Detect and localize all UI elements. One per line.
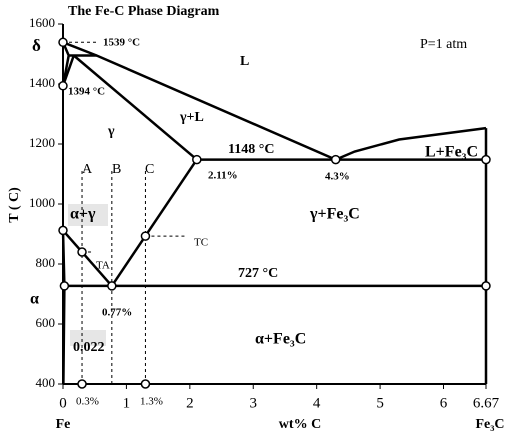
x-tick-label: 3 [250, 395, 258, 411]
annotation: 1148 °C [228, 142, 274, 157]
annotation: A [82, 162, 93, 177]
y-tick-label: 1600 [29, 15, 55, 30]
y-tick-label: 1000 [29, 195, 55, 210]
region-label: γ+L [179, 110, 204, 125]
left-component: Fe [56, 417, 71, 432]
region-label: L [240, 54, 249, 69]
label-bg [70, 330, 106, 346]
y-tick-label: 1400 [29, 75, 55, 90]
x-tick-label: 1 [123, 395, 131, 411]
annotation: C [145, 162, 154, 177]
region-label: α+Fe₃C [255, 331, 306, 348]
key-point [77, 379, 87, 389]
y-tick-label: 1200 [29, 135, 55, 150]
chart-title: The Fe-C Phase Diagram [68, 4, 220, 19]
annotation: 1539 °C [103, 37, 140, 49]
annotation: TA [96, 260, 110, 272]
annotation: 0.77% [102, 307, 132, 319]
phase-boundary [72, 54, 198, 161]
annotation: 0.022 [73, 340, 105, 355]
x-tick-label: 5 [376, 395, 384, 411]
key-point [58, 225, 68, 236]
region-label: α+γ [70, 206, 96, 223]
y-tick-label: 600 [36, 315, 56, 330]
region-label: α [30, 291, 39, 308]
phase-boundary [62, 229, 113, 287]
annotation: 4.3% [325, 171, 350, 183]
region-label: δ [32, 36, 41, 55]
x-tick-label: 6 [440, 395, 448, 411]
region-label: γ+Fe₃C [309, 206, 360, 223]
annotation: TC [194, 237, 208, 249]
key-point [140, 231, 151, 241]
key-point [192, 154, 202, 165]
y-axis-label: T ( C) [7, 187, 22, 223]
key-point [59, 281, 70, 291]
key-point [481, 281, 491, 291]
x-tick-label: 2 [186, 395, 194, 411]
annotation: 2.11% [208, 170, 238, 182]
label-bg [68, 204, 108, 226]
key-point [481, 154, 491, 165]
phase-boundary [62, 41, 487, 161]
phase-boundary [61, 55, 75, 87]
x-axis-label: wt% C [279, 417, 321, 432]
key-point [140, 379, 151, 389]
key-point [58, 81, 68, 91]
condition: P=1 atm [420, 37, 467, 52]
phase-boundary [61, 230, 66, 385]
key-point [58, 37, 68, 48]
key-point [107, 281, 117, 291]
phase-boundary [61, 41, 71, 87]
right-component: Fe₃C [475, 417, 504, 432]
x-tick-label: 4 [313, 395, 321, 411]
y-tick-label: 800 [36, 255, 56, 270]
phase-boundary [110, 158, 198, 287]
key-point [330, 154, 341, 165]
region-label: γ [107, 124, 115, 139]
annotation: 1.3% [140, 396, 163, 408]
x-tick-label: 6.67 [473, 395, 500, 411]
annotation: 727 °C [238, 266, 278, 281]
annotation: B [112, 162, 121, 177]
x-tick-label: 0 [59, 395, 67, 411]
y-tick-label: 400 [36, 375, 56, 390]
region-label: L+Fe₃C [425, 144, 478, 161]
key-point [77, 247, 87, 257]
annotation: 0.3% [76, 396, 99, 408]
annotation: 1394 °C [68, 86, 105, 98]
